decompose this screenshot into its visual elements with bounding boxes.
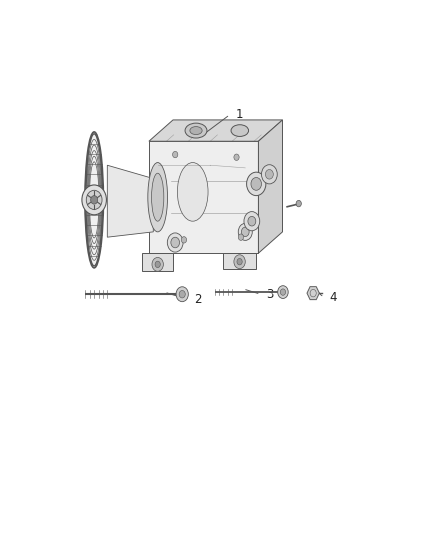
Circle shape — [82, 185, 106, 215]
Circle shape — [278, 286, 288, 298]
Polygon shape — [149, 120, 283, 141]
Ellipse shape — [152, 173, 164, 221]
Text: 3: 3 — [266, 288, 274, 301]
Circle shape — [155, 261, 160, 268]
Circle shape — [241, 227, 249, 237]
Ellipse shape — [148, 163, 167, 232]
Circle shape — [251, 177, 261, 190]
Circle shape — [86, 190, 102, 209]
Ellipse shape — [185, 123, 207, 138]
Circle shape — [238, 234, 244, 240]
Circle shape — [234, 255, 245, 269]
Polygon shape — [142, 253, 173, 271]
Circle shape — [296, 200, 301, 207]
Circle shape — [173, 151, 178, 158]
Polygon shape — [307, 287, 319, 300]
Circle shape — [265, 169, 273, 179]
Circle shape — [181, 237, 187, 243]
Circle shape — [171, 237, 180, 248]
Text: 4: 4 — [330, 291, 337, 304]
Text: 1: 1 — [236, 108, 243, 121]
Circle shape — [238, 223, 252, 240]
Ellipse shape — [85, 133, 103, 267]
Circle shape — [91, 196, 98, 204]
Circle shape — [167, 233, 183, 252]
Circle shape — [234, 154, 239, 160]
Circle shape — [261, 165, 277, 184]
Circle shape — [237, 259, 242, 265]
Ellipse shape — [231, 125, 249, 136]
Circle shape — [179, 290, 185, 298]
Polygon shape — [223, 253, 256, 269]
Ellipse shape — [190, 126, 202, 134]
Circle shape — [280, 289, 286, 295]
Circle shape — [247, 172, 266, 196]
Circle shape — [244, 212, 260, 231]
Text: 2: 2 — [194, 293, 201, 306]
Circle shape — [152, 257, 163, 271]
Polygon shape — [149, 141, 258, 253]
Polygon shape — [107, 165, 153, 237]
Circle shape — [176, 287, 188, 302]
Circle shape — [248, 216, 256, 226]
Ellipse shape — [177, 163, 208, 221]
Polygon shape — [258, 120, 283, 253]
